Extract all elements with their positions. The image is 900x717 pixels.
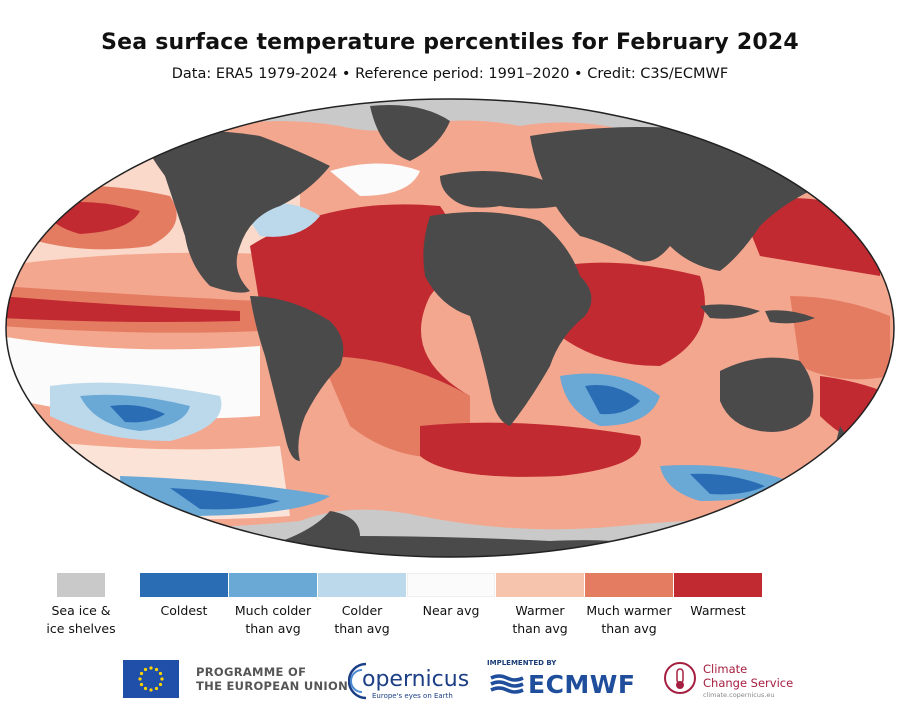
legend-label-much-colder: Much colder than avg <box>234 603 312 636</box>
legend-label-warmer: Warmer than avg <box>512 603 568 636</box>
ccs-url: climate.copernicus.eu <box>703 691 775 699</box>
legend-label-much-warmer: Much warmer than avg <box>586 603 672 636</box>
copernicus-tagline: Europe's eyes on Earth <box>372 692 453 700</box>
legend-swatch-warmest <box>674 573 762 597</box>
legend-swatch-warmer <box>496 573 584 597</box>
legend: Sea ice & ice shelves Coldest Much colde… <box>0 568 900 638</box>
legend-label-colder: Colder than avg <box>334 603 390 636</box>
sst-percentile-map <box>5 98 895 558</box>
legend-swatch-much-colder <box>229 573 317 597</box>
legend-label-near-avg: Near avg <box>422 603 480 618</box>
climate-change-service-text: Climate Change Service <box>703 662 793 690</box>
legend-swatch-coldest <box>140 573 228 597</box>
legend-label-coldest: Coldest <box>160 603 208 618</box>
ecmwf-wave-icon <box>490 674 524 694</box>
legend-label-warmest: Warmest <box>690 603 746 618</box>
legend-label-sea-ice: Sea ice & ice shelves <box>46 603 116 636</box>
eu-text-line1: PROGRAMME OF <box>196 665 307 679</box>
legend-swatch-much-warmer <box>585 573 673 597</box>
globe-outline <box>5 98 895 558</box>
climate-change-service-icon <box>664 662 696 694</box>
copernicus-logo-icon <box>348 662 367 700</box>
legend-swatch-near-avg <box>407 573 495 597</box>
eu-flag-icon <box>123 660 179 698</box>
eu-text-line2: THE EUROPEAN UNION <box>196 679 349 693</box>
legend-swatch-colder <box>318 573 406 597</box>
footer-logos: PROGRAMME OF THE EUROPEAN UNION opernicu… <box>0 650 900 710</box>
ccs-line2: Change Service <box>703 676 794 690</box>
eu-programme-text: PROGRAMME OF THE EUROPEAN UNION <box>196 665 348 693</box>
ecmwf-name: ECMWF <box>528 670 636 699</box>
legend-swatch-sea-ice <box>57 573 105 597</box>
copernicus-name: opernicus <box>362 667 470 692</box>
ccs-line1: Climate <box>703 662 748 676</box>
chart-subtitle: Data: ERA5 1979-2024 • Reference period:… <box>171 66 729 82</box>
implemented-by-text: IMPLEMENTED BY <box>487 659 557 667</box>
chart-title: Sea surface temperature percentiles for … <box>101 30 799 55</box>
